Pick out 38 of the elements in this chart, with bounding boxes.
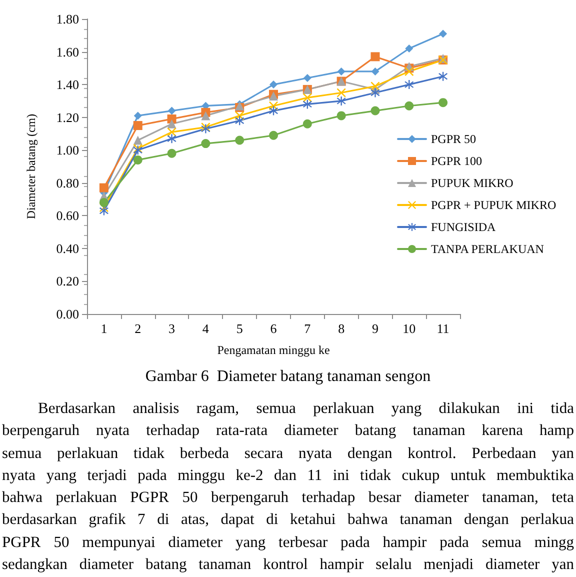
x-tick-label: 10 <box>402 321 416 336</box>
y-tick-label: 1.60 <box>56 44 79 60</box>
x-tick-label: 6 <box>270 321 278 336</box>
legend-label: PGPR + PUPUK MIKRO <box>431 198 556 212</box>
x-tick-label: 9 <box>372 321 378 336</box>
x-tick-label: 2 <box>134 321 142 336</box>
x-axis-title: Pengamatan minggu ke <box>217 343 330 357</box>
x-tick-label: 7 <box>304 321 312 336</box>
text: Gambar 6 Diameter batang tanaman sengon <box>144 368 432 386</box>
legend-label: TANPA PERLAKUAN <box>431 242 544 256</box>
y-tick-label: 0.40 <box>56 240 79 256</box>
y-tick-label: 0.20 <box>56 274 79 289</box>
y-axis-title: Diameter batang (cm) <box>24 114 38 220</box>
y-tick-label: 1.20 <box>56 110 79 125</box>
y-tick-label: 0.60 <box>56 208 79 224</box>
legend-label: PGPR 100 <box>431 154 482 168</box>
x-tick-label: 5 <box>236 321 243 336</box>
text: semua perlakuan tidak berbeda secara nyata dengan kontrol. Perbedaan yan <box>1 444 575 464</box>
y-tick-label: 1.40 <box>56 77 79 92</box>
text: berpengaruh nyata terhadap rata-rata diameter batang tanaman karena hamp <box>1 421 575 442</box>
y-tick-label: 0.80 <box>56 175 79 190</box>
legend-label: PGPR 50 <box>431 132 476 146</box>
text: Berdasarkan analisis ragam, semua perlakuan yang dilakukan ini tida <box>37 399 575 419</box>
text: berdasarkan grafik 7 di atas, dapat di ketahui bahwa tanaman dengan perlakua <box>1 510 575 530</box>
y-tick-label: 1.00 <box>56 142 79 158</box>
legend-label: PUPUK MIKRO <box>431 176 514 190</box>
x-tick-label: 3 <box>168 321 176 336</box>
x-tick-label: 1 <box>100 321 108 336</box>
text: nyata yang terjadi pada minggu ke-2 dan 11 ini tidak cukup untuk membuktika <box>1 466 575 486</box>
x-tick-label: 4 <box>202 321 210 336</box>
x-tick-label: 11 <box>436 321 450 336</box>
legend-label: FUNGISIDA <box>431 220 496 234</box>
text: PGPR 50 mempunyai diameter yang terbesar pada hampir pada semua mingg <box>1 532 575 553</box>
y-tick-label: 1.80 <box>56 12 79 26</box>
x-tick-label: 8 <box>338 321 345 336</box>
text: bahwa perlakuan PGPR 50 berpengaruh terhadap besar diameter tanaman, teta <box>1 488 575 508</box>
text: sedangkan diameter batang tanaman kontrol hampir selalu menjadi diameter yan <box>1 555 575 576</box>
y-tick-label: 0.00 <box>56 306 79 322</box>
